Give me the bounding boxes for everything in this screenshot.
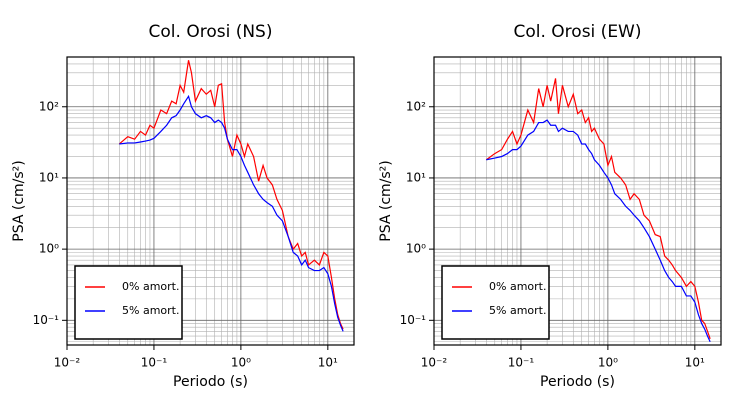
chart-title: Col. Orosi (NS) [149,22,273,42]
series-line [118,60,344,330]
legend-label: 0% amort. [489,280,546,293]
y-tick-label: 10¹ [39,170,59,184]
legend-box [441,265,550,340]
legend-label: 5% amort. [489,304,546,317]
y-tick-label: 10⁻¹ [33,313,60,327]
series-line [119,94,344,332]
legend: 0% amort. 5% amort. [441,265,550,340]
y-tick-label: 10⁰ [406,242,426,256]
x-tick-label: 10¹ [685,356,705,370]
y-tick-label: 10¹ [406,170,426,184]
x-tick-label: 10⁻² [421,356,448,370]
y-axis-label: PSA (cm/s²) [378,160,394,242]
x-tick-label: 10⁰ [231,356,251,370]
x-tick-label: 10¹ [318,356,338,370]
series-line [485,78,711,339]
legend-box [74,265,183,340]
y-tick-label: 10² [406,99,426,113]
plot-frame [433,56,722,346]
y-axis-label: PSA (cm/s²) [11,160,27,242]
chart: Col. Orosi (NS) Periodo (s) PSA (cm/s²) 10⁻… [11,22,355,390]
x-axis-label: Periodo (s) [540,374,615,390]
chart: Col. Orosi (EW) Periodo (s) PSA (cm/s²) 10⁻… [378,22,722,390]
legend-label: 0% amort. [122,280,179,293]
x-tick-label: 10⁰ [598,356,618,370]
legend-label: 5% amort. [122,304,179,317]
y-tick-label: 10² [39,99,59,113]
x-axis-label: Periodo (s) [173,374,248,390]
series-line [486,119,711,342]
y-tick-label: 10⁻¹ [400,313,427,327]
x-tick-label: 10⁻¹ [141,356,168,370]
plot-frame [66,56,355,346]
y-tick-label: 10⁰ [39,242,59,256]
legend: 0% amort. 5% amort. [74,265,183,340]
x-tick-label: 10⁻¹ [508,356,535,370]
x-tick-label: 10⁻² [54,356,81,370]
chart-title: Col. Orosi (EW) [514,22,642,42]
